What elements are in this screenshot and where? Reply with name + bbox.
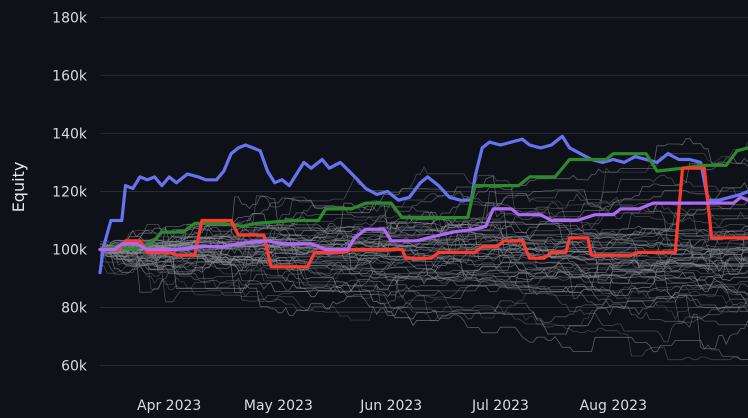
- background-path: [100, 175, 748, 268]
- background-path: [100, 264, 748, 322]
- highlighted-paths: [98, 134, 748, 275]
- highlighted-equity-line: [98, 166, 748, 269]
- background-path: [100, 138, 748, 262]
- y-axis-ticks: 60k 80k 100k 120k 140k 160k 180k: [52, 10, 88, 374]
- background-path: [100, 228, 748, 282]
- highlighted-equity-line: [98, 195, 748, 252]
- highlighted-equity-line: [98, 134, 748, 275]
- background-path: [99, 241, 748, 353]
- x-tick-label: Jun 2023: [359, 398, 422, 414]
- background-path: [99, 249, 748, 361]
- background-path: [100, 211, 748, 264]
- x-tick-label: Aug 2023: [580, 398, 647, 414]
- background-path: [100, 202, 748, 264]
- background-path: [99, 236, 748, 260]
- y-tick-label: 160k: [52, 68, 88, 84]
- background-path: [100, 238, 748, 282]
- background-path: [100, 224, 748, 312]
- background-path: [100, 224, 748, 253]
- background-paths: [99, 138, 748, 361]
- y-tick-label: 120k: [52, 184, 88, 200]
- y-axis-title: Equity: [9, 162, 28, 213]
- background-path: [100, 218, 748, 282]
- background-path: [100, 141, 748, 296]
- background-path: [100, 242, 748, 335]
- grid-layer: [100, 16, 748, 366]
- x-tick-label: Jul 2023: [471, 398, 529, 414]
- background-path: [100, 222, 748, 278]
- background-path: [100, 195, 748, 266]
- background-path: [99, 166, 748, 275]
- y-tick-label: 100k: [52, 242, 88, 258]
- background-path: [100, 196, 748, 284]
- background-path: [100, 244, 748, 316]
- background-path: [100, 233, 748, 267]
- y-tick-label: 180k: [52, 10, 88, 26]
- y-tick-label: 140k: [52, 126, 88, 142]
- background-path: [100, 191, 748, 265]
- background-path: [100, 252, 748, 323]
- y-tick-label: 80k: [61, 300, 88, 316]
- x-axis-ticks: Apr 2023 May 2023 Jun 2023 Jul 2023 Aug 2023: [137, 398, 647, 414]
- background-path: [100, 254, 748, 328]
- background-path: [100, 234, 748, 299]
- background-path: [100, 240, 748, 298]
- background-path: [100, 249, 748, 299]
- x-tick-label: Apr 2023: [137, 398, 201, 414]
- y-tick-label: 60k: [61, 358, 88, 374]
- background-path: [100, 244, 748, 343]
- x-tick-label: May 2023: [244, 398, 313, 414]
- background-path: [100, 161, 748, 254]
- highlighted-equity-line: [98, 146, 748, 252]
